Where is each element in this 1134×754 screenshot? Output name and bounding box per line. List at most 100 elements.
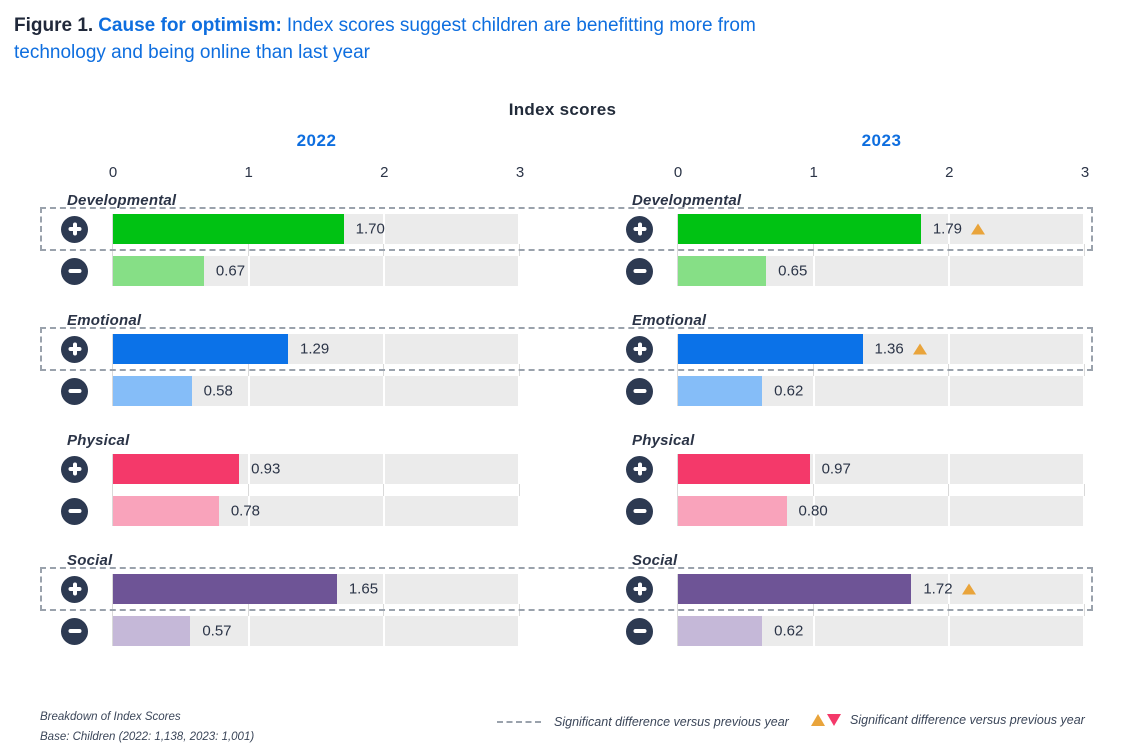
charts-area: 2022 0 1 2 3 Developmental 1.70 0.67 Emotional 1.…: [40, 120, 1093, 672]
figure-title-text: Index scores suggest children are benefi…: [14, 15, 756, 63]
icon-cell: [40, 215, 113, 243]
minus-score-row: 0.80: [605, 496, 1085, 527]
up-triangle-icon: [912, 343, 927, 355]
plus-icon: [626, 335, 653, 363]
minus-icon: [626, 497, 653, 525]
plus-bar: [113, 454, 240, 485]
axis-tick: 1: [809, 164, 818, 182]
bar-track: 1.65: [113, 574, 520, 605]
plus-icon: [61, 575, 88, 603]
value-text: 1.79: [932, 220, 963, 238]
chart-2022: 2022 0 1 2 3 Developmental 1.70 0.67 Emotional 1.…: [40, 120, 524, 672]
plus-icon: [626, 215, 653, 243]
figure-highlight: Cause for optimism:: [98, 15, 282, 36]
figure-title: Figure 1. Cause for optimism: Index scores…: [14, 13, 809, 66]
grid-gap: [383, 454, 386, 485]
bar-track: 1.79: [678, 214, 1085, 245]
grid-gap: [247, 376, 250, 407]
minus-icon: [626, 617, 653, 645]
icon-cell: [605, 575, 678, 603]
category-rows: 1.36 0.62: [605, 334, 1085, 407]
minus-score-row: 0.62: [605, 616, 1085, 647]
grid-gap: [518, 256, 520, 287]
minus-bar: [678, 496, 787, 527]
axis-tick: 0: [108, 164, 118, 182]
plus-score-row: 1.72: [605, 574, 1085, 605]
value-label: 0.58: [204, 383, 233, 400]
plus-bar: [678, 334, 863, 365]
grid-gap: [518, 454, 520, 485]
category-label: Social: [67, 552, 113, 570]
plus-icon: [61, 335, 88, 363]
category-rows: 0.97 0.80: [605, 454, 1085, 527]
axis-tick: 3: [515, 164, 525, 182]
gridline: [247, 454, 249, 527]
category-block-social: Social 1.72 0.62: [605, 552, 1085, 647]
value-text: 1.36: [874, 340, 904, 358]
minus-bar: [113, 256, 204, 287]
value-label: 0.62: [774, 623, 803, 640]
category-block-physical: Physical 0.93 0.78: [40, 432, 520, 527]
grid-gap: [948, 454, 951, 485]
value-text: 1.70: [355, 220, 385, 238]
bar-track: 1.72: [678, 574, 1085, 605]
minus-bar: [678, 256, 767, 287]
axis-2023: 0 1 2 3: [674, 164, 1089, 183]
icon-cell: [40, 455, 113, 483]
icon-cell: [40, 335, 113, 363]
chart-2023: 2023 0 1 2 3 Developmental 1.79 0.65 Emotional 1.…: [605, 120, 1089, 672]
grid-gap: [383, 574, 386, 605]
minus-icon: [61, 257, 88, 285]
gridline: [1084, 454, 1085, 527]
up-triangle-icon: [961, 583, 976, 595]
category-block-emotional: Emotional 1.36 0.62: [605, 312, 1085, 407]
legend-triangles: Significant difference versus previous y…: [811, 713, 1085, 727]
value-text: 0.65: [778, 262, 808, 280]
icon-cell: [605, 455, 678, 483]
minus-icon: [61, 617, 88, 645]
category-rows: 1.29 0.58: [40, 334, 520, 407]
value-label: 1.65: [349, 581, 378, 598]
legend-triangle-label: Significant difference versus previous y…: [850, 713, 1085, 728]
plus-score-row: 0.97: [605, 454, 1085, 485]
value-label: 1.70: [356, 221, 385, 238]
grid-gap: [812, 496, 815, 527]
axis-2022: 0 1 2 3: [109, 164, 524, 183]
grid-gap: [247, 496, 250, 527]
category-label: Developmental: [67, 192, 177, 210]
bar-track: 0.57: [113, 616, 520, 647]
minus-score-row: 0.57: [40, 616, 520, 647]
plus-bar: [113, 214, 344, 245]
gridlines: [112, 454, 520, 527]
value-label: 0.97: [822, 461, 851, 478]
value-text: 0.62: [774, 382, 804, 400]
grid-gap: [383, 214, 386, 245]
bar-track: 0.67: [113, 256, 520, 287]
value-text: 0.80: [798, 502, 828, 520]
grid-gap: [812, 376, 815, 407]
grid-gap: [518, 334, 520, 365]
category-block-physical: Physical 0.97 0.80: [605, 432, 1085, 527]
plus-score-row: 1.65: [40, 574, 520, 605]
value-text: 1.72: [923, 580, 953, 598]
bar-track: 0.58: [113, 376, 520, 407]
minus-bar: [678, 376, 763, 407]
grid-gap: [948, 256, 951, 287]
axis-tick: 2: [945, 164, 954, 182]
icon-cell: [605, 617, 678, 645]
bar-track: 0.62: [678, 616, 1085, 647]
minus-score-row: 0.67: [40, 256, 520, 287]
value-text: 0.67: [215, 262, 246, 280]
category-label: Physical: [632, 432, 695, 450]
value-text: 0.57: [202, 622, 232, 640]
grid-gap: [812, 454, 815, 485]
bar-track: 1.36: [678, 334, 1085, 365]
grid-gap: [518, 376, 520, 407]
value-label: 1.72: [923, 580, 976, 598]
grid-gap: [1083, 574, 1085, 605]
axis-tick: 2: [380, 164, 389, 182]
plus-score-row: 1.79: [605, 214, 1085, 245]
minus-icon: [626, 257, 653, 285]
value-text: 0.78: [230, 502, 261, 520]
plus-bar: [678, 214, 921, 245]
